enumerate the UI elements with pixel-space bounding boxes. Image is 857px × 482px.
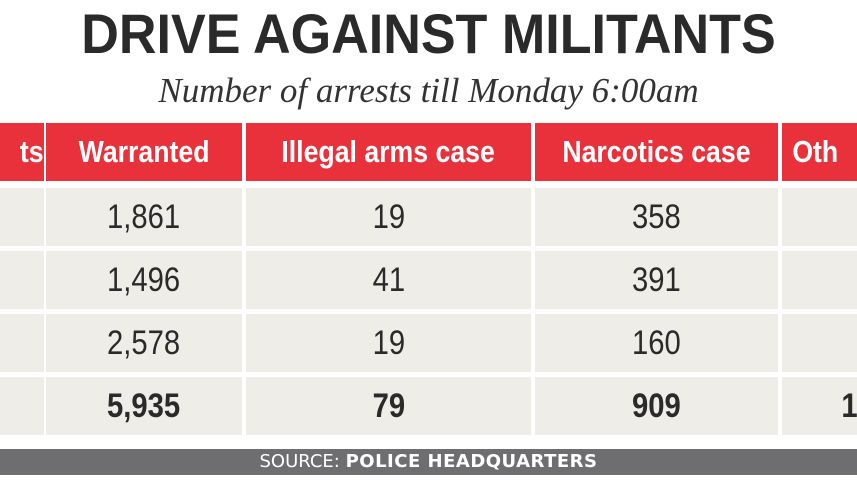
cell-value: 2,578 [107,323,181,362]
cell-value: 391 [632,260,681,299]
cell-value: 41 [372,260,405,299]
table-cell [0,251,44,309]
cell-value: 909 [632,386,681,425]
table-cell: 160 [535,314,778,372]
column-header: Oth [782,123,857,181]
column-header-label: ts [20,134,44,169]
total-cell [0,377,44,435]
cell-value: 19 [372,323,405,362]
column-header: Illegal arms case [246,123,531,181]
table-cell: 1,861 [46,188,242,246]
table-cell: 391 [535,251,778,309]
table-cell [0,314,44,372]
column-header-label: Warranted [78,134,210,169]
total-cell: 79 [246,377,531,435]
table-cell: 19 [246,188,531,246]
cell-value: 1,496 [107,260,181,299]
table-cell [782,251,857,309]
column-header-label: Oth [792,134,839,169]
table-cell: 41 [246,251,531,309]
total-cell: 5,935 [46,377,242,435]
column-header-label: Illegal arms case [281,134,496,169]
cell-value: 160 [632,323,681,362]
column-header: Warranted [46,123,242,181]
table-cell [782,314,857,372]
infographic-title: DRIVE AGAINST MILITANTS [81,2,776,65]
table-cell [782,188,857,246]
column-header: ts [0,123,44,181]
source-bar: SOURCE: POLICE HEADQUARTERS [0,449,857,475]
source-value: POLICE HEADQUARTERS [345,451,598,472]
table-cell: 19 [246,314,531,372]
table-cell: 2,578 [46,314,242,372]
cell-value: 5,935 [107,386,181,425]
column-header-label: Narcotics case [562,134,751,169]
infographic-subtitle: Number of arrests till Monday 6:00am [158,71,699,110]
cell-value: 79 [372,386,405,425]
column-header: Narcotics case [535,123,778,181]
cell-value: 1 [841,386,857,425]
table-cell [0,188,44,246]
arrests-table: ts Warranted Illegal arms case Narcotics ca… [0,123,857,441]
cell-value: 19 [372,197,405,236]
total-cell: 909 [535,377,778,435]
cell-value: 358 [632,197,681,236]
table-cell: 358 [535,188,778,246]
total-cell: 1 [782,377,857,435]
source-label: SOURCE: [259,451,340,472]
cell-value: 1,861 [107,197,181,236]
table-cell: 1,496 [46,251,242,309]
